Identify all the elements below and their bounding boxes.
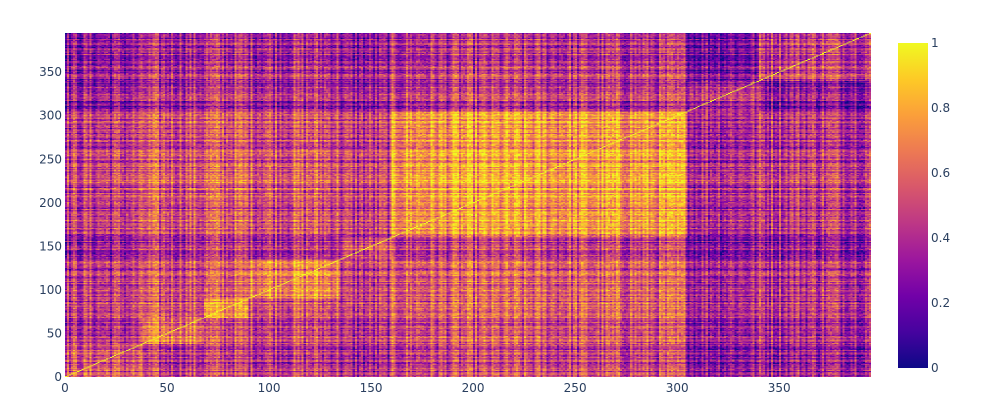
y-tick-label: 150 [39, 239, 62, 253]
y-axis: 0 50 100 150 200 250 300 350 [39, 65, 62, 384]
colorbar-tick-label: 0.4 [931, 231, 950, 245]
colorbar-tick-label: 0.6 [931, 166, 950, 180]
colorbar: 0 0.2 0.4 0.6 0.8 1 [898, 36, 950, 375]
x-tick-label: 0 [61, 381, 69, 395]
y-tick-label: 50 [47, 326, 62, 340]
x-tick-label: 150 [360, 381, 383, 395]
x-tick-label: 300 [666, 381, 689, 395]
y-tick-label: 350 [39, 65, 62, 79]
x-tick-label: 250 [564, 381, 587, 395]
x-tick-label: 350 [768, 381, 791, 395]
colorbar-gradient [898, 43, 928, 368]
y-tick-label: 200 [39, 196, 62, 210]
colorbar-tick-label: 0.8 [931, 101, 950, 115]
x-tick-label: 100 [258, 381, 281, 395]
x-tick-label: 50 [159, 381, 174, 395]
y-tick-label: 100 [39, 283, 62, 297]
y-tick-label: 250 [39, 152, 62, 166]
x-axis: 0 50 100 150 200 250 300 350 [61, 381, 790, 395]
heatmap-cells[interactable] [65, 33, 871, 377]
y-tick-label: 300 [39, 109, 62, 123]
plot-area[interactable] [65, 33, 871, 377]
colorbar-tick-label: 0 [931, 361, 939, 375]
colorbar-tick-label: 1 [931, 36, 939, 50]
colorbar-tick-label: 0.2 [931, 296, 950, 310]
y-tick-label: 0 [54, 370, 62, 384]
x-tick-label: 200 [462, 381, 485, 395]
